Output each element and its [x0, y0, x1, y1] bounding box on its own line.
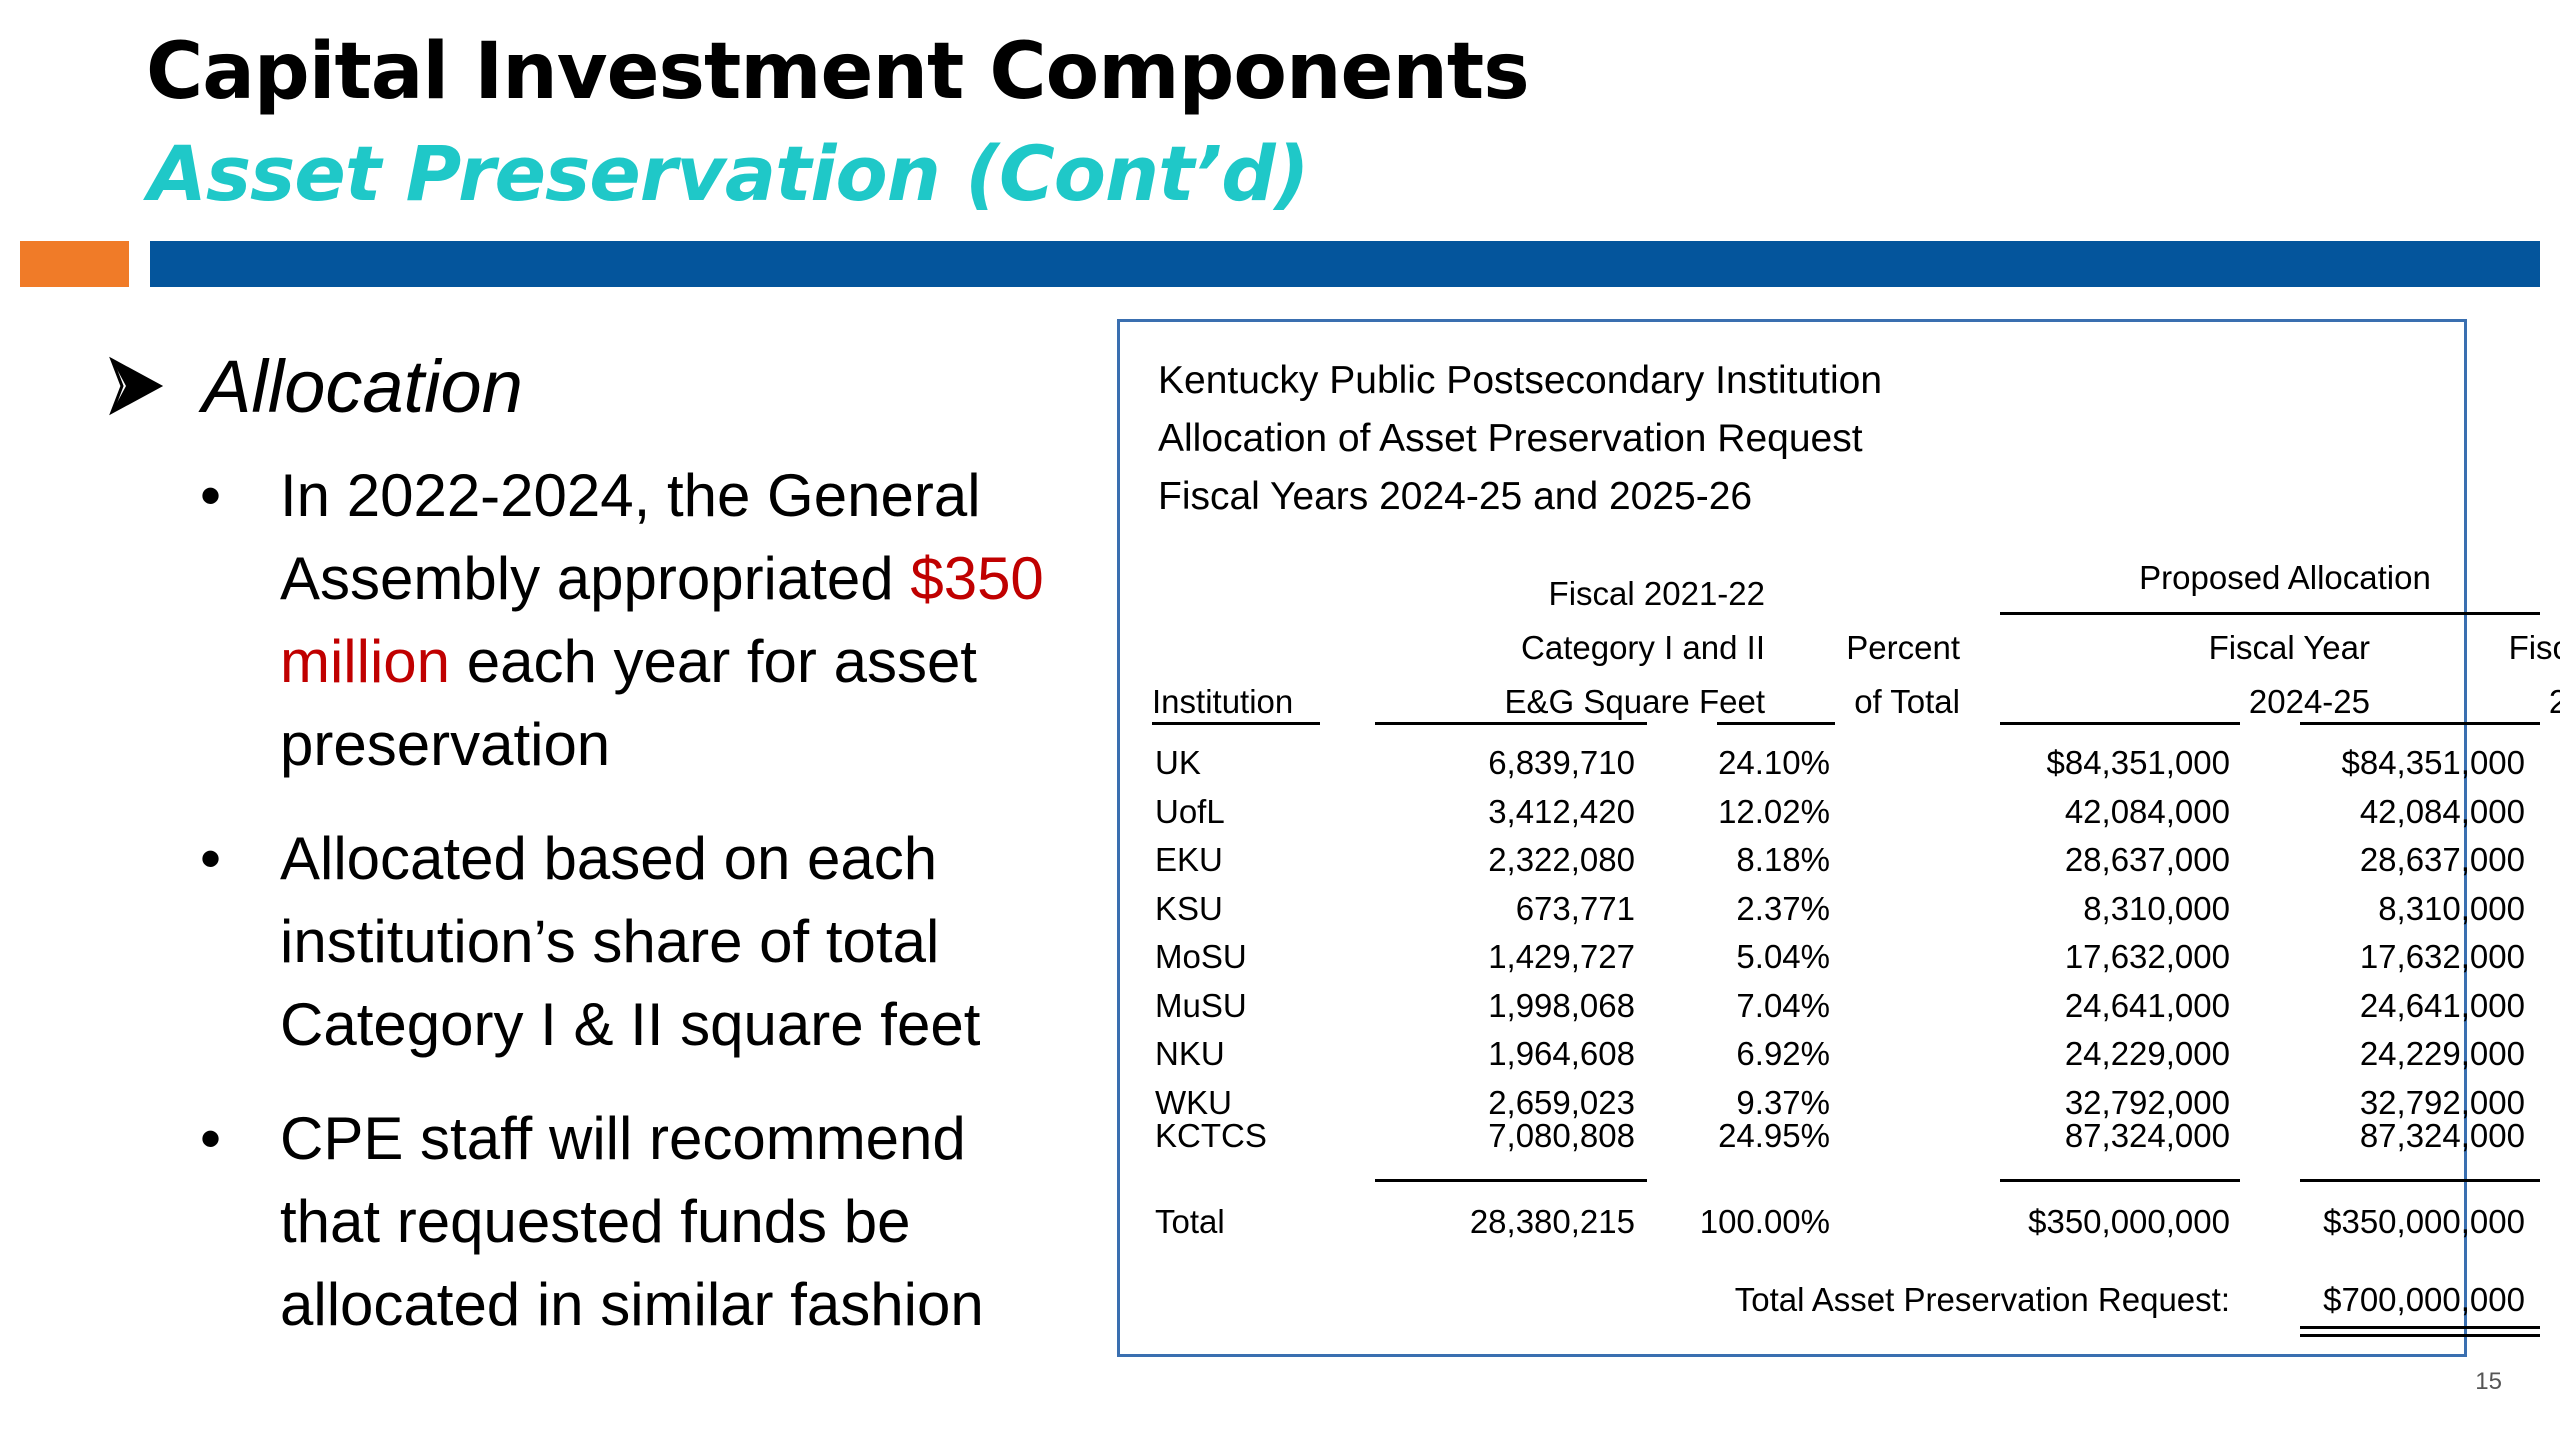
cell-fy2025-26: 87,324,000	[2359, 1117, 2525, 1154]
cell-institution: KCTCS	[1155, 1117, 1267, 1154]
arrow-bullet-icon	[109, 356, 164, 416]
cell-sqft: 2,322,080	[1488, 841, 1635, 878]
cell-fy2025-26: 24,641,000	[2359, 986, 2525, 1024]
header-rule-fy1	[2000, 722, 2240, 725]
grand-total-rule-2	[2300, 1334, 2540, 1337]
column-header-sqft: Fiscal 2021-22	[1548, 575, 1765, 612]
bullet-item: In 2022-2024, the General Assembly appro…	[200, 454, 1080, 786]
cell-sqft: 3,412,420	[1488, 792, 1635, 830]
column-header-percent: Percent	[1846, 629, 1960, 666]
bullet-text: each year for asset preservation	[280, 628, 977, 778]
cell-fy2024-25: 24,641,000	[2064, 986, 2230, 1024]
column-header-sqft: Category I and II	[1521, 629, 1765, 666]
grand-total-rule-1	[2300, 1326, 2540, 1329]
cell-institution: UofL	[1155, 792, 1225, 830]
cell-institution: MuSU	[1155, 986, 1247, 1024]
slide-subtitle: Asset Preservation (Cont’d)	[148, 129, 1309, 218]
cell-sqft: 673,771	[1515, 889, 1635, 927]
grand-total-value: $700,000,000	[2323, 1281, 2525, 1318]
table-title-line: Fiscal Years 2024-25 and 2025-26	[1158, 475, 1753, 518]
cell-fy2025-26: 24,229,000	[2359, 1035, 2525, 1072]
cell-percent: 7.04%	[1736, 986, 1830, 1024]
column-header-fy2024-25: Fiscal Year	[2208, 629, 2370, 666]
cell-fy2025-26: 8,310,000	[2378, 889, 2525, 927]
column-header-fy2025-26: Fiscal Year	[2508, 629, 2560, 666]
cell-fy2025-26: 32,792,000	[2359, 1083, 2525, 1121]
cell-percent: 24.95%	[1718, 1117, 1830, 1154]
cell-fy2024-25: 8,310,000	[2083, 889, 2230, 927]
bullet-text: In 2022-2024, the General Assembly appro…	[280, 462, 981, 612]
cell-sqft: 7,080,808	[1488, 1117, 1635, 1154]
header-rule-sqft	[1375, 722, 1647, 725]
accent-bar-blue	[150, 241, 2540, 287]
cell-institution: UK	[1155, 744, 1201, 781]
slide-title: Capital Investment Components	[146, 27, 1530, 117]
total-sqft: 28,380,215	[1469, 1203, 1635, 1240]
bullet-text: Allocated based on each institution’s sh…	[280, 825, 981, 1058]
bullet-text: CPE staff will recommend that requested …	[280, 1105, 984, 1338]
cell-institution: NKU	[1155, 1035, 1225, 1072]
column-header-percent: of Total	[1854, 683, 1960, 720]
table-title-line: Kentucky Public Postsecondary Institutio…	[1158, 359, 1883, 402]
column-header-fy2025-26: 2025-26	[2548, 683, 2560, 720]
cell-sqft: 1,998,068	[1488, 986, 1635, 1024]
cell-fy2024-25: 87,324,000	[2064, 1117, 2230, 1154]
bullet-highlight: $350 million	[280, 545, 1044, 695]
header-rule-percent	[1717, 722, 1835, 725]
cell-institution: EKU	[1155, 841, 1223, 878]
allocation-heading-text: Allocation	[202, 344, 523, 428]
header-rule-fy2	[2300, 722, 2540, 725]
cell-fy2024-25: 32,792,000	[2064, 1083, 2230, 1121]
allocation-table: Kentucky Public Postsecondary Institutio…	[1117, 319, 2560, 1357]
cell-fy2025-26: 28,637,000	[2359, 841, 2525, 878]
total-fy2025-26: $350,000,000	[2323, 1203, 2525, 1240]
cell-sqft: 2,659,023	[1488, 1083, 1635, 1121]
subtotal-rule-fy1	[2000, 1179, 2240, 1182]
proposed-allocation-header: Proposed Allocation	[2139, 559, 2431, 596]
bullet-item: Allocated based on each institution’s sh…	[200, 817, 1080, 1066]
total-label: Total	[1155, 1203, 1225, 1240]
cell-fy2025-26: 17,632,000	[2359, 938, 2525, 975]
cell-institution: KSU	[1155, 889, 1223, 927]
cell-sqft: 1,429,727	[1488, 938, 1635, 975]
allocation-table-grid: Proposed Allocation Fiscal 2021-22 Categor…	[1120, 322, 2560, 1354]
cell-percent: 12.02%	[1718, 792, 1830, 830]
grand-total-label: Total Asset Preservation Request:	[1734, 1281, 2230, 1318]
cell-institution: MoSU	[1155, 938, 1247, 975]
column-header-sqft: E&G Square Feet	[1504, 683, 1765, 720]
cell-fy2024-25: 17,632,000	[2064, 938, 2230, 975]
page-number: 15	[2475, 1368, 2502, 1395]
cell-percent: 6.92%	[1736, 1035, 1830, 1072]
column-header-institution: Institution	[1152, 683, 1294, 720]
allocation-heading: Allocation	[108, 336, 523, 436]
total-fy2024-25: $350,000,000	[2028, 1203, 2230, 1240]
cell-percent: 8.18%	[1736, 841, 1830, 878]
cell-sqft: 1,964,608	[1488, 1035, 1635, 1072]
bullet-list: In 2022-2024, the General Assembly appro…	[200, 454, 1080, 1346]
subtotal-rule-sqft	[1375, 1179, 1647, 1182]
cell-fy2024-25: $84,351,000	[2046, 744, 2230, 781]
cell-percent: 2.37%	[1736, 889, 1830, 927]
cell-institution: WKU	[1155, 1083, 1232, 1121]
cell-fy2025-26: $84,351,000	[2341, 744, 2525, 781]
header-rule-institution	[1152, 722, 1320, 725]
cell-fy2025-26: 42,084,000	[2359, 792, 2525, 830]
cell-sqft: 6,839,710	[1488, 744, 1635, 781]
group-header-rule	[2000, 612, 2540, 615]
subtotal-rule-fy2	[2300, 1179, 2540, 1182]
accent-bar-orange	[20, 241, 129, 287]
cell-percent: 9.37%	[1736, 1083, 1830, 1121]
cell-fy2024-25: 42,084,000	[2064, 792, 2230, 830]
total-percent: 100.00%	[1699, 1203, 1830, 1240]
cell-fy2024-25: 24,229,000	[2064, 1035, 2230, 1072]
cell-percent: 24.10%	[1718, 744, 1830, 781]
column-header-fy2024-25: 2024-25	[2248, 683, 2370, 720]
cell-percent: 5.04%	[1736, 938, 1830, 975]
bullet-item: CPE staff will recommend that requested …	[200, 1097, 1080, 1346]
table-title-line: Allocation of Asset Preservation Request	[1158, 417, 1863, 460]
cell-fy2024-25: 28,637,000	[2064, 841, 2230, 878]
